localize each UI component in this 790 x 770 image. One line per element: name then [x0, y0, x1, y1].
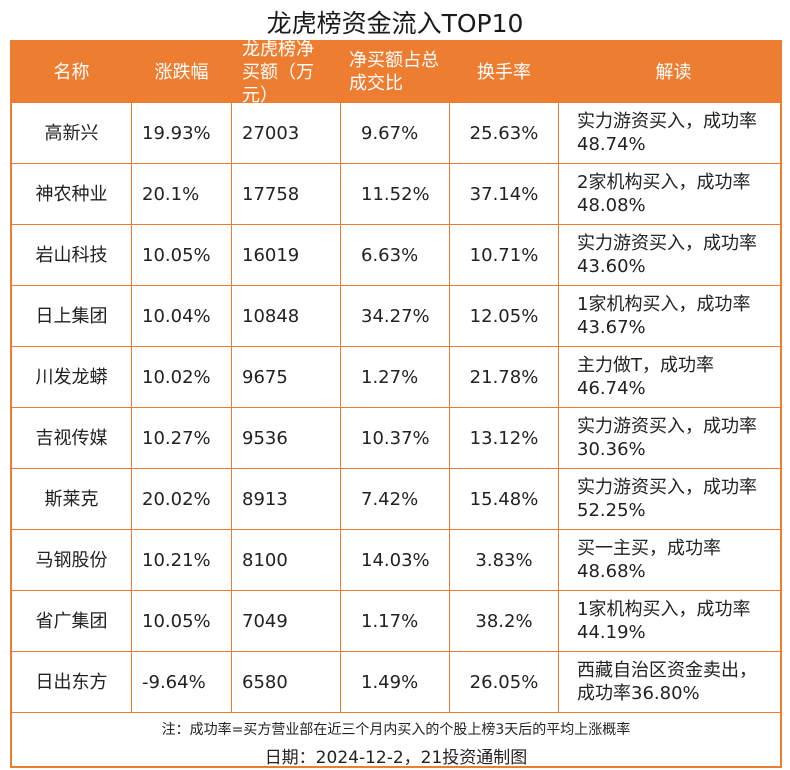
date-credit: 日期：2024-12-2，21投资通制图 [264, 748, 528, 768]
table-row: 日出东方 -9.64% 6580 1.49% 26.05% 西藏自治区资金卖出，成功率36… [12, 651, 780, 712]
change-pct-cell: 10.05% [131, 591, 231, 651]
interpretation-cell: 实力游资买入，成功率52.25% [558, 469, 780, 529]
stock-name-cell: 吉视传媒 [35, 427, 108, 449]
footnote: 注：成功率=买方营业部在近三个月内买入的个股上榜3天后的平均上涨概率 [161, 722, 631, 738]
change-pct-cell: 10.27% [131, 408, 231, 468]
change-pct-cell: 10.04% [131, 286, 231, 346]
change-pct-cell: 20.02% [131, 469, 231, 529]
net-buy-ratio-cell: 11.52% [340, 164, 449, 224]
turnover-cell: 38.2% [449, 591, 558, 651]
header-net-buy: 龙虎榜净买额（万元） [231, 39, 340, 106]
turnover-cell: 25.63% [449, 103, 558, 163]
interpretation-cell: 2家机构买入，成功率48.08% [558, 164, 780, 224]
net-buy-ratio-cell: 9.67% [340, 103, 449, 163]
table-header: 名称 涨跌幅 龙虎榜净买额（万元） 净买额占总成交比 换手率 解读 [12, 39, 780, 106]
table-row: 斯莱克 20.02% 8913 7.42% 15.48% 实力游资买入，成功率52.25% [12, 468, 780, 529]
net-buy-cell: 6580 [231, 652, 340, 712]
table-row: 神农种业 20.1% 17758 11.52% 37.14% 2家机构买入，成功率48.0… [12, 163, 780, 224]
stock-name-cell: 岩山科技 [35, 244, 108, 266]
net-buy-ratio-cell: 1.27% [340, 347, 449, 407]
table-row: 川发龙蟒 10.02% 9675 1.27% 21.78% 主力做T，成功率46.74% [12, 346, 780, 407]
turnover-cell: 26.05% [449, 652, 558, 712]
net-buy-ratio-cell: 14.03% [340, 530, 449, 590]
header-interpretation: 解读 [558, 42, 780, 102]
net-buy-cell: 10848 [231, 286, 340, 346]
interpretation-cell: 主力做T，成功率46.74% [558, 347, 780, 407]
change-pct-cell: 10.21% [131, 530, 231, 590]
change-pct-cell: 19.93% [131, 103, 231, 163]
net-buy-ratio-cell: 7.42% [340, 469, 449, 529]
interpretation-cell: 实力游资买入，成功率48.74% [558, 103, 780, 163]
table-row: 吉视传媒 10.27% 9536 10.37% 13.12% 实力游资买入，成功率30.3… [12, 407, 780, 468]
change-pct-cell: 20.1% [131, 164, 231, 224]
turnover-cell: 21.78% [449, 347, 558, 407]
stock-name-cell: 省广集团 [35, 610, 108, 632]
interpretation-cell: 实力游资买入，成功率30.36% [558, 408, 780, 468]
table-row: 岩山科技 10.05% 16019 6.63% 10.71% 实力游资买入，成功率43.6… [12, 224, 780, 285]
change-pct-cell: -9.64% [131, 652, 231, 712]
turnover-cell: 37.14% [449, 164, 558, 224]
turnover-cell: 10.71% [449, 225, 558, 285]
stock-name-cell: 川发龙蟒 [35, 366, 108, 388]
net-buy-cell: 8100 [231, 530, 340, 590]
interpretation-cell: 西藏自治区资金卖出，成功率36.80% [558, 652, 780, 712]
change-pct-cell: 10.02% [131, 347, 231, 407]
header-change: 涨跌幅 [131, 42, 231, 102]
stock-name-cell: 斯莱克 [44, 488, 99, 510]
net-buy-cell: 9675 [231, 347, 340, 407]
interpretation-cell: 1家机构买入，成功率44.19% [558, 591, 780, 651]
page-title: 龙虎榜资金流入TOP10 [266, 9, 524, 38]
change-pct-cell: 10.05% [131, 225, 231, 285]
net-buy-ratio-cell: 34.27% [340, 286, 449, 346]
turnover-cell: 13.12% [449, 408, 558, 468]
table-row: 马钢股份 10.21% 8100 14.03% 3.83% 买一主买，成功率48.68% [12, 529, 780, 590]
net-buy-ratio-cell: 6.63% [340, 225, 449, 285]
net-buy-ratio-cell: 10.37% [340, 408, 449, 468]
fund-inflow-table: 名称 涨跌幅 龙虎榜净买额（万元） 净买额占总成交比 换手率 解读 高新兴 19.… [10, 39, 782, 768]
stock-name-cell: 马钢股份 [35, 549, 108, 571]
turnover-cell: 12.05% [449, 286, 558, 346]
net-buy-cell: 16019 [231, 225, 340, 285]
stock-name-cell: 神农种业 [35, 183, 108, 205]
stock-name-cell: 高新兴 [44, 122, 99, 144]
turnover-cell: 15.48% [449, 469, 558, 529]
net-buy-ratio-cell: 1.17% [340, 591, 449, 651]
interpretation-cell: 实力游资买入，成功率43.60% [558, 225, 780, 285]
table-row: 省广集团 10.05% 7049 1.17% 38.2% 1家机构买入，成功率44.19% [12, 590, 780, 651]
table-footer: 注：成功率=买方营业部在近三个月内买入的个股上榜3天后的平均上涨概率 日期：20… [12, 712, 780, 768]
net-buy-ratio-cell: 1.49% [340, 652, 449, 712]
turnover-cell: 3.83% [449, 530, 558, 590]
net-buy-cell: 9536 [231, 408, 340, 468]
header-name: 名称 [53, 61, 90, 83]
header-turnover: 换手率 [449, 42, 558, 102]
net-buy-cell: 8913 [231, 469, 340, 529]
interpretation-cell: 1家机构买入，成功率43.67% [558, 286, 780, 346]
header-net-buy-ratio: 净买额占总成交比 [340, 42, 449, 102]
table-row: 高新兴 19.93% 27003 9.67% 25.63% 实力游资买入，成功率48.74… [12, 102, 780, 163]
stock-name-cell: 日出东方 [35, 671, 108, 693]
net-buy-cell: 7049 [231, 591, 340, 651]
stock-name-cell: 日上集团 [35, 305, 108, 327]
net-buy-cell: 27003 [231, 103, 340, 163]
net-buy-cell: 17758 [231, 164, 340, 224]
table-row: 日上集团 10.04% 10848 34.27% 12.05% 1家机构买入，成功率43.… [12, 285, 780, 346]
interpretation-cell: 买一主买，成功率48.68% [558, 530, 780, 590]
